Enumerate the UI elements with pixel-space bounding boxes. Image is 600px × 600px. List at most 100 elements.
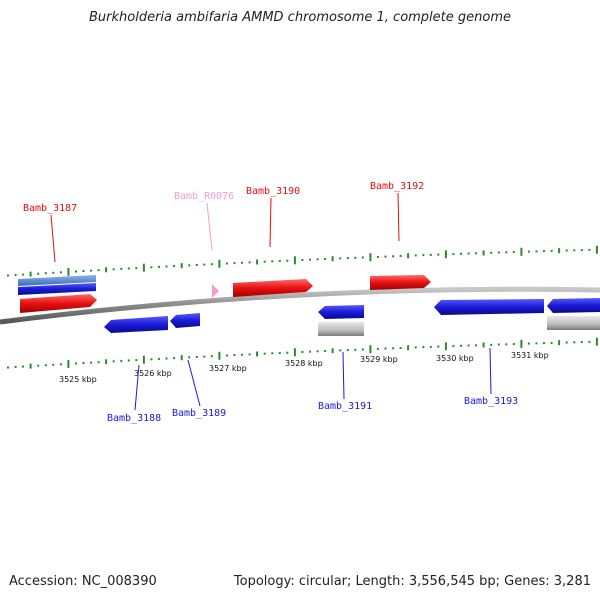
tick-mark-lower [271, 352, 274, 355]
tick-mark-lower [414, 346, 417, 349]
tick-mark-lower [225, 354, 228, 357]
tick-mark-lower [580, 341, 583, 344]
tick-mark-upper [399, 255, 402, 257]
tick-mark-lower [512, 343, 515, 346]
tick-mark-lower [384, 347, 387, 350]
tick-mark-upper [203, 263, 206, 266]
gene-label-bamb-3191[interactable]: Bamb_3191 [318, 401, 372, 412]
tick-mark-upper [210, 263, 213, 266]
tick-mark-upper [573, 249, 576, 252]
tick-mark-lower [90, 361, 92, 364]
tick-mark-lower [444, 342, 447, 351]
gene-arrow-bamb-r0076[interactable] [212, 284, 219, 298]
tick-mark-lower [475, 344, 478, 347]
tick-mark-upper [165, 265, 168, 268]
tick-mark-lower [588, 340, 591, 343]
tick-mark-upper [188, 264, 191, 267]
tick-mark-upper [52, 271, 55, 274]
tick-mark-upper [482, 250, 485, 256]
feature-grey-2[interactable] [547, 316, 600, 330]
gene-arrow-bamb-3193[interactable] [434, 299, 544, 315]
tick-mark-lower [218, 351, 221, 360]
kbp-label-3529: 3529 kbp [360, 355, 398, 364]
tick-mark-upper [112, 268, 115, 271]
gene-label-bamb-3192[interactable]: Bamb_3192 [370, 181, 424, 192]
gene-arrow-bamb-3191[interactable] [318, 305, 364, 319]
tick-mark-upper [384, 255, 387, 258]
tick-mark-lower [158, 357, 160, 360]
tick-mark-lower [543, 342, 545, 345]
tick-mark-upper [595, 245, 598, 254]
tick-mark-upper [407, 253, 410, 259]
leader-bamb-3188 [134, 364, 140, 411]
accession-text: Accession: NC_008390 [9, 574, 157, 589]
tick-mark-upper [309, 258, 311, 261]
tick-mark-upper [195, 264, 198, 266]
tick-mark-upper [225, 262, 228, 265]
tick-mark-upper [293, 256, 296, 265]
tick-mark-upper [301, 259, 304, 261]
tick-mark-upper [150, 266, 153, 269]
tick-mark-lower [520, 339, 523, 348]
tick-mark-upper [429, 253, 432, 256]
gene-label-bamb-3190[interactable]: Bamb_3190 [246, 186, 300, 197]
tick-mark-lower [354, 348, 357, 351]
gene-arrow-bamb-3190[interactable] [233, 279, 313, 297]
gene-label-bamb-3193[interactable]: Bamb_3193 [464, 396, 518, 407]
tick-mark-upper [580, 249, 583, 252]
tick-mark-lower [59, 363, 62, 366]
tick-mark-lower [127, 359, 130, 362]
tick-mark-upper [180, 263, 183, 269]
tick-mark-lower [256, 351, 259, 357]
leader-bamb-3190 [269, 197, 272, 248]
gene-arrow-bamb-3189[interactable] [170, 313, 200, 328]
tick-mark-upper [346, 257, 349, 260]
gene-arrow-bamb-3192[interactable] [370, 275, 431, 290]
tick-mark-lower [361, 348, 364, 351]
feature-grey-1[interactable] [318, 322, 364, 336]
tick-mark-lower [346, 349, 349, 352]
tick-mark-lower [565, 341, 568, 344]
tick-mark-upper [120, 267, 123, 270]
tick-mark-lower [550, 341, 553, 344]
gene-arrow-bamb-3188[interactable] [104, 316, 168, 333]
tick-mark-upper [565, 249, 568, 252]
tick-mark-lower [210, 355, 213, 358]
gene-label-bamb-r0076[interactable]: Bamb_R0076 [174, 191, 234, 202]
tick-mark-lower [422, 346, 425, 349]
tick-mark-lower [558, 340, 561, 346]
tick-mark-upper [7, 274, 9, 277]
tick-mark-lower [180, 355, 183, 361]
tick-mark-upper [22, 273, 25, 276]
tick-mark-upper [361, 256, 364, 259]
tick-mark-upper [142, 263, 145, 272]
tick-mark-upper [286, 259, 289, 262]
tick-mark-upper [233, 262, 236, 265]
tick-mark-lower [29, 363, 32, 369]
tick-mark-upper [527, 250, 530, 253]
tick-mark-lower [460, 344, 462, 347]
tick-mark-upper [29, 271, 32, 277]
tick-mark-lower [497, 343, 500, 346]
tick-mark-upper [520, 247, 523, 256]
kbp-label-3531: 3531 kbp [511, 351, 549, 360]
leader-bamb-3191 [342, 351, 345, 400]
tick-mark-lower [173, 357, 176, 360]
tick-mark-lower [52, 363, 55, 366]
gene-arrow-right-edge[interactable] [547, 298, 600, 313]
tick-mark-lower [14, 366, 17, 368]
gene-arrow-bamb-3187-light[interactable] [18, 275, 96, 295]
tick-mark-lower [467, 344, 470, 347]
gene-label-bamb-3187[interactable]: Bamb_3187 [23, 203, 77, 214]
kbp-label-3525: 3525 kbp [59, 375, 97, 384]
tick-mark-upper [543, 250, 545, 253]
tick-mark-lower [97, 361, 100, 364]
tick-mark-upper [278, 260, 281, 262]
gene-label-bamb-3188[interactable]: Bamb_3188 [107, 413, 161, 424]
kbp-label-3528: 3528 kbp [285, 359, 323, 368]
gene-arrow-bamb-3187[interactable] [20, 294, 97, 313]
gene-label-bamb-3189[interactable]: Bamb_3189 [172, 408, 226, 419]
tick-mark-lower [490, 343, 493, 346]
tick-mark-lower [75, 362, 77, 365]
tick-mark-upper [392, 255, 395, 258]
